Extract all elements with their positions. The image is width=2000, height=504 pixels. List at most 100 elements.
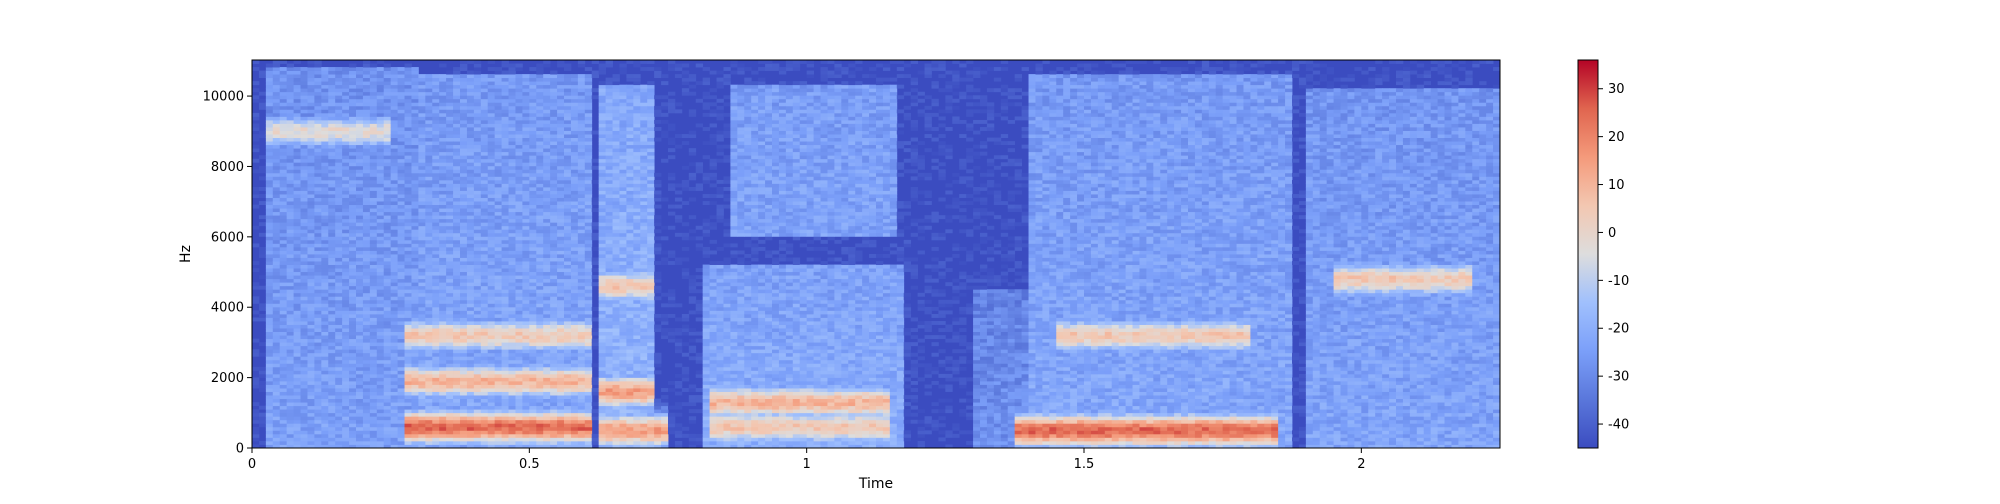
heatmap-cell bbox=[494, 250, 502, 255]
heatmap-cell bbox=[369, 123, 378, 128]
heatmap-cell bbox=[383, 419, 392, 424]
heatmap-cell bbox=[529, 176, 537, 181]
heatmap-cell bbox=[439, 194, 447, 198]
heatmap-cell bbox=[335, 444, 343, 448]
heatmap-cell bbox=[577, 426, 586, 431]
heatmap-cell bbox=[529, 377, 537, 382]
heatmap-cell bbox=[300, 310, 308, 315]
heatmap-cell bbox=[376, 303, 385, 308]
heatmap-cell bbox=[293, 433, 301, 438]
heatmap-cell bbox=[418, 268, 426, 273]
heatmap-cell bbox=[411, 299, 419, 304]
heatmap-cell bbox=[480, 201, 489, 206]
heatmap-cell bbox=[279, 398, 288, 403]
heatmap-cell bbox=[265, 250, 274, 255]
heatmap-cell bbox=[272, 324, 281, 329]
heatmap-cell bbox=[550, 232, 558, 237]
heatmap-cell bbox=[473, 384, 482, 389]
heatmap-cell bbox=[293, 370, 301, 375]
heatmap-cell bbox=[515, 409, 523, 414]
heatmap-cell bbox=[362, 119, 371, 124]
heatmap-cell bbox=[411, 127, 419, 131]
heatmap-cell bbox=[529, 211, 537, 216]
heatmap-cell bbox=[397, 246, 405, 251]
heatmap-cell bbox=[508, 317, 516, 322]
heatmap-cell bbox=[418, 402, 426, 407]
heatmap-cell bbox=[564, 201, 572, 206]
heatmap-cell bbox=[501, 123, 509, 128]
heatmap-cell bbox=[272, 268, 281, 273]
heatmap-cell bbox=[577, 402, 586, 407]
heatmap-cell bbox=[369, 366, 378, 371]
heatmap-cell bbox=[536, 95, 544, 100]
heatmap-cell bbox=[529, 416, 537, 421]
heatmap-cell bbox=[362, 225, 371, 230]
heatmap-cell bbox=[349, 98, 357, 103]
heatmap-cell bbox=[342, 377, 350, 382]
heatmap-cell bbox=[342, 388, 350, 392]
heatmap-cell bbox=[279, 423, 288, 428]
heatmap-cell bbox=[293, 299, 301, 304]
heatmap-cell bbox=[480, 349, 489, 354]
heatmap-cell bbox=[577, 391, 586, 396]
heatmap-cell bbox=[362, 380, 371, 385]
heatmap-cell bbox=[529, 84, 537, 89]
heatmap-cell bbox=[529, 423, 537, 428]
heatmap-cell bbox=[272, 285, 281, 290]
heatmap-cell bbox=[432, 426, 440, 431]
heatmap-cell bbox=[536, 430, 544, 435]
heatmap-cell bbox=[349, 395, 357, 400]
heatmap-cell bbox=[397, 179, 405, 184]
heatmap-cell bbox=[473, 162, 482, 167]
heatmap-cell bbox=[369, 268, 378, 273]
heatmap-cell bbox=[397, 84, 405, 89]
heatmap-cell bbox=[390, 218, 398, 223]
heatmap-cell bbox=[272, 395, 281, 400]
heatmap-cell bbox=[570, 352, 579, 357]
heatmap-cell bbox=[577, 377, 586, 382]
heatmap-cell bbox=[390, 296, 398, 301]
heatmap-cell bbox=[522, 229, 530, 234]
heatmap-cell bbox=[411, 208, 419, 213]
heatmap-cell bbox=[390, 409, 398, 414]
heatmap-cell bbox=[564, 292, 572, 297]
heatmap-cell bbox=[376, 292, 385, 297]
heatmap-cell bbox=[369, 119, 378, 124]
heatmap-cell bbox=[411, 345, 419, 350]
heatmap-cell bbox=[369, 183, 378, 188]
heatmap-cell bbox=[362, 391, 371, 396]
heatmap-cell bbox=[515, 197, 523, 202]
heatmap-cell bbox=[508, 363, 516, 368]
heatmap-cell bbox=[536, 292, 544, 297]
heatmap-cell bbox=[272, 433, 281, 438]
heatmap-cell bbox=[321, 335, 329, 340]
heatmap-cell bbox=[466, 246, 475, 251]
heatmap-cell bbox=[487, 324, 496, 329]
heatmap-cell bbox=[446, 380, 454, 385]
heatmap-cell bbox=[349, 423, 357, 428]
heatmap-cell bbox=[536, 416, 544, 421]
heatmap-cell bbox=[314, 296, 322, 301]
heatmap-cell bbox=[460, 328, 468, 332]
heatmap-cell bbox=[265, 391, 274, 396]
heatmap-cell bbox=[411, 130, 419, 135]
heatmap-cell bbox=[543, 81, 551, 86]
heatmap-cell bbox=[383, 250, 392, 255]
heatmap-cell bbox=[279, 377, 288, 382]
heatmap-cell bbox=[362, 292, 371, 297]
heatmap-cell bbox=[425, 310, 433, 315]
heatmap-cell bbox=[418, 172, 426, 177]
heatmap-cell bbox=[564, 119, 572, 124]
heatmap-cell bbox=[570, 102, 579, 107]
heatmap-cell bbox=[383, 151, 392, 156]
heatmap-cell bbox=[543, 310, 551, 315]
heatmap-cell bbox=[321, 289, 329, 294]
heatmap-cell bbox=[362, 179, 371, 184]
heatmap-cell bbox=[536, 423, 544, 428]
heatmap-cell bbox=[328, 359, 336, 364]
heatmap-cell bbox=[529, 254, 537, 258]
heatmap-cell bbox=[335, 395, 343, 400]
heatmap-cell bbox=[570, 105, 579, 110]
heatmap-cell bbox=[466, 77, 475, 82]
heatmap-cell bbox=[466, 84, 475, 89]
